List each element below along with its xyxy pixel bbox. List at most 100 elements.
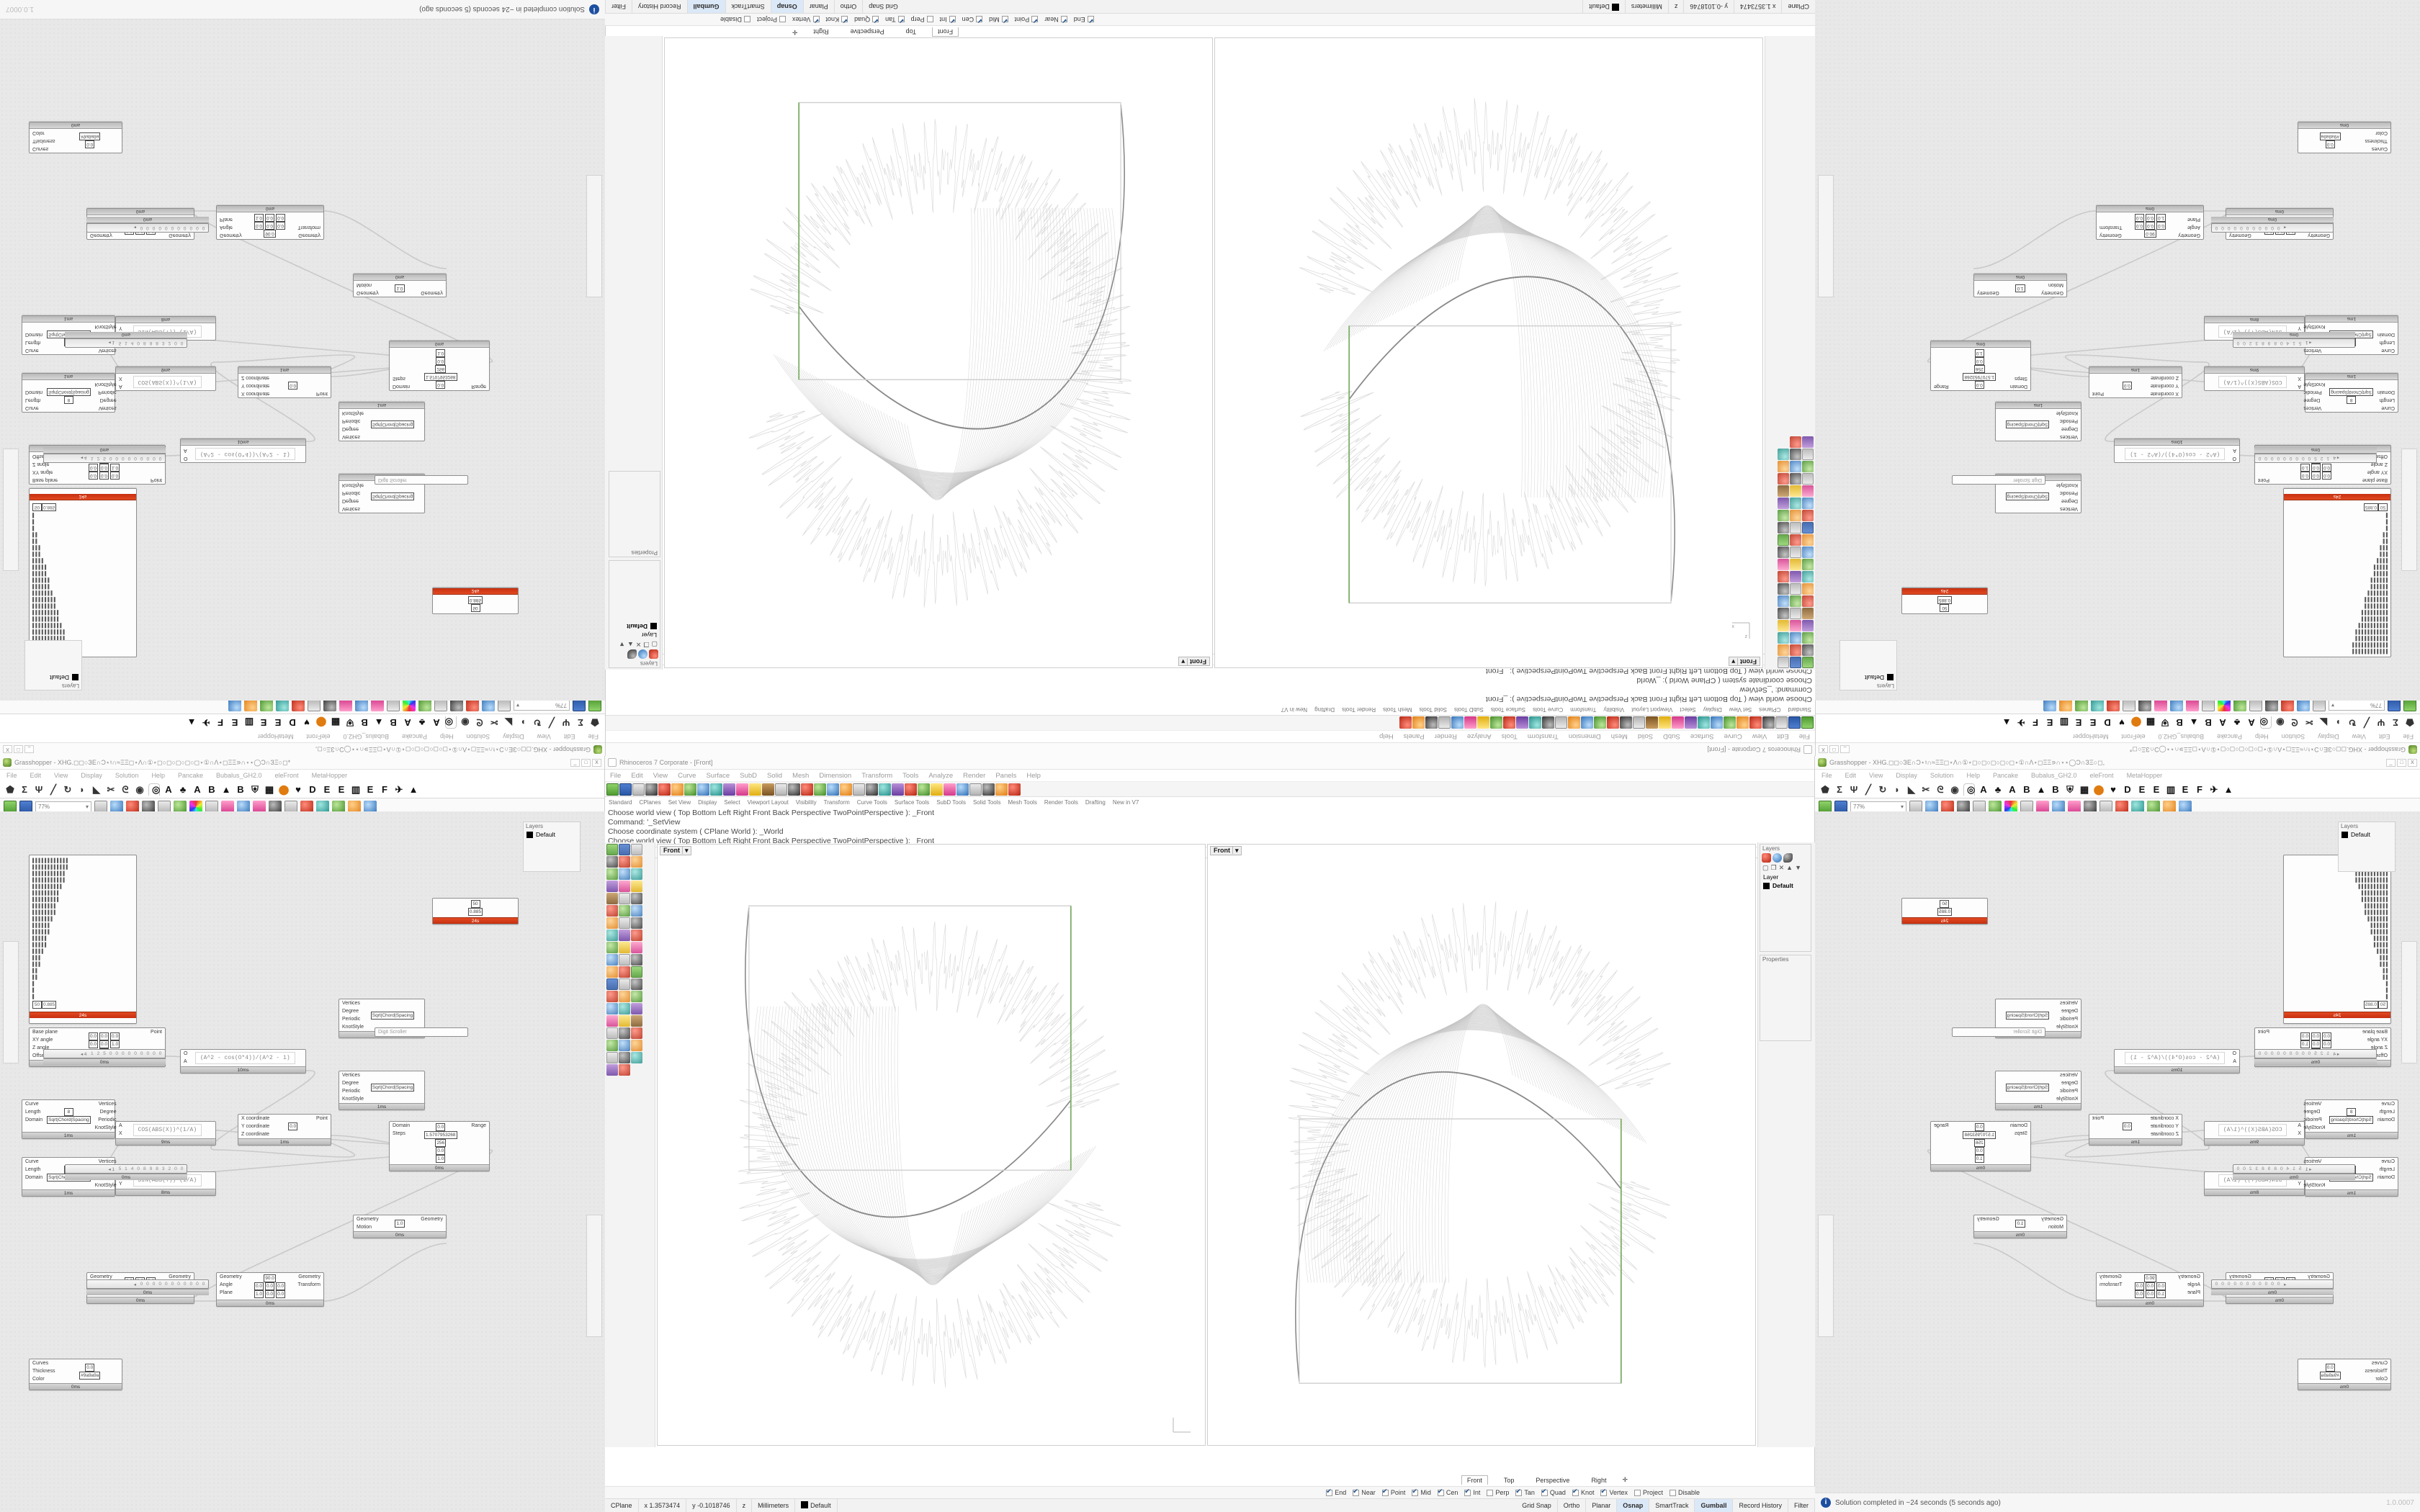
bake-icon[interactable]: [1941, 800, 1954, 814]
osnap-cen-checkbox[interactable]: [976, 16, 983, 23]
gh-component-construct-point-xyz[interactable]: X coordinate Y coordinate Z coordinate 0.0 P…: [2089, 366, 2182, 398]
rhino-tool-16-icon[interactable]: [814, 783, 826, 796]
gh-value-field[interactable]: 0.0: [88, 1032, 98, 1040]
gh-menu-solution[interactable]: Solution: [115, 772, 139, 779]
rhino-toolbar-row-4[interactable]: Standard CPlanes Set View Display Select View…: [605, 797, 1814, 808]
rhino-side-tool-38-icon[interactable]: [1778, 510, 1789, 521]
addon-heart-icon[interactable]: ♥: [304, 717, 310, 728]
osnap-int[interactable]: Int: [940, 16, 956, 23]
transform-icon[interactable]: ᘓ: [1937, 783, 1944, 795]
preview-icon[interactable]: [2297, 698, 2310, 712]
zoom-extents-icon[interactable]: [498, 698, 511, 712]
gh-menu-elefront[interactable]: eleFront: [274, 772, 299, 779]
addon-grid-icon[interactable]: ▦: [2079, 783, 2089, 795]
addon-grid-icon[interactable]: ▦: [264, 783, 274, 795]
transform-icon[interactable]: ᘓ: [476, 717, 483, 729]
viewport-tab-perspective[interactable]: Perspective: [1536, 1476, 1570, 1484]
statusbar-toggle-grid-snap[interactable]: Grid Snap: [1516, 1498, 1558, 1512]
gh-left-titlebar[interactable]: Grasshopper - XHG.◻◻○ЗЕ∩Ɔ⋆♮∩≈ΞΞ◻⋆Ʌ∩①⋆◻○◻…: [1816, 742, 2420, 756]
gh-canvas-layers-widget[interactable]: Layers Default: [24, 640, 82, 690]
addon-shield-icon[interactable]: ⛨: [251, 783, 259, 795]
rhino-tool-16-icon[interactable]: [1594, 716, 1606, 729]
rhino-side-tool-14-icon[interactable]: [1778, 608, 1789, 619]
addon-hatch-icon[interactable]: ▥: [2166, 783, 2176, 795]
gh-menu-metahopper[interactable]: MetaHopper: [311, 772, 348, 779]
rhino-tool-28-icon[interactable]: [1438, 716, 1451, 729]
gh-left-menubar[interactable]: File Edit View Display Solution Help Pancake Bu…: [1816, 731, 2420, 742]
widgets-icon[interactable]: [2218, 698, 2231, 712]
gh-value-field[interactable]: 0.0: [288, 382, 298, 390]
chevron-down-icon[interactable]: ▾: [1900, 804, 1904, 810]
gh-value-field[interactable]: 8: [2347, 396, 2357, 404]
gh-value-field[interactable]: 256: [435, 1139, 447, 1147]
rhino-tooltab-curve-tools[interactable]: Curve Tools: [1533, 706, 1564, 713]
rhino-menu-mesh[interactable]: Mesh: [1610, 732, 1628, 741]
gh-digit-scroller[interactable]: Digit Scroller: [1952, 475, 2045, 485]
rhino-side-tool-39-icon[interactable]: [606, 1003, 618, 1014]
gh-value-field[interactable]: 256: [1973, 365, 1985, 373]
rhino-side-tool-0-icon[interactable]: [606, 844, 618, 855]
shade-6-icon[interactable]: [348, 800, 361, 814]
layer-action-4-icon[interactable]: ▼: [619, 641, 625, 648]
rhino-menu-transform[interactable]: Transform: [861, 771, 893, 780]
gh-value-field[interactable]: #9a9a9a: [2319, 1371, 2341, 1380]
rhino-viewport-tabs-a[interactable]: Front Top Perspective Right ✛: [605, 26, 1815, 39]
addon-a-icon[interactable]: A: [165, 784, 172, 795]
shade-2-icon[interactable]: [2123, 698, 2136, 712]
gh-menu-pancake[interactable]: Pancake: [1992, 772, 2018, 779]
rhino-tool-7-icon[interactable]: [697, 783, 709, 796]
shade-4-icon[interactable]: [2091, 698, 2104, 712]
gh-value-field[interactable]: 1.0: [254, 1290, 264, 1298]
osnap-point-checkbox[interactable]: [1031, 16, 1039, 23]
shade-7-icon[interactable]: [364, 800, 377, 814]
gh-menu-help[interactable]: Help: [151, 772, 165, 779]
gh-expression[interactable]: (A^2 - cos(O*4))/(A^2 - 1): [194, 448, 295, 460]
rhino-side-tool-41-icon[interactable]: [631, 1003, 642, 1014]
gh-menu-view[interactable]: View: [537, 733, 551, 740]
rhino-side-tool-32-icon[interactable]: [1778, 534, 1789, 546]
maximize-icon-3[interactable]: □: [581, 758, 591, 767]
rhino-side-tool-5-icon[interactable]: [631, 856, 642, 868]
addon-tri-icon[interactable]: ▲: [408, 784, 418, 795]
gh-component-graph-mapper-panel[interactable]: ▌▌▌▌▌▌▌▌▌▌▌▌▌▌▌▌▌▌▌▌▌▌▌▌▌▌▌▌▌▌▌▌▌▌▌▌▌▌▌▌…: [29, 855, 137, 1024]
viewport-label-front-3[interactable]: Front ▾: [660, 846, 691, 855]
vector-icon[interactable]: ╱: [2364, 717, 2370, 729]
gh-value-field[interactable]: Sqrt|Chord|Spacing: [2005, 1011, 2050, 1020]
shade-6-icon[interactable]: [244, 698, 257, 712]
addon-e3-icon[interactable]: E: [2046, 717, 2053, 728]
viewport-label-front[interactable]: Front▾: [1729, 657, 1760, 666]
params-icon[interactable]: ⬟: [6, 783, 14, 795]
zoom-level-box[interactable]: 77% ▾: [1850, 801, 1906, 812]
statusbar-toggle-grid-snap[interactable]: Grid Snap: [862, 0, 904, 14]
osnap-knot-checkbox[interactable]: [1572, 1488, 1579, 1496]
gh-component-graph-mapper-panel[interactable]: 50 0.885 24s: [432, 588, 519, 614]
rhino-tool-29-icon[interactable]: [1425, 716, 1438, 729]
addon-heart-icon[interactable]: ♥: [2119, 717, 2125, 728]
rhino-titlebar[interactable]: Rhinoceros 7 Corporate - [Front]: [606, 742, 1815, 756]
addon-shield-icon[interactable]: ⛨: [2066, 783, 2074, 795]
gh-value-field[interactable]: 50: [1940, 604, 1950, 612]
gh-value-field[interactable]: 0.0: [254, 1282, 264, 1290]
layer-color-swatch[interactable]: [650, 623, 657, 630]
rhino-tool-6-icon[interactable]: [684, 783, 696, 796]
rhino-side-tool-45-icon[interactable]: [606, 1027, 618, 1039]
widgets-icon[interactable]: [2004, 800, 2017, 814]
gh-value-field[interactable]: 1.0: [110, 464, 120, 472]
rhino-side-tool-26-icon[interactable]: [1778, 559, 1789, 570]
gh-menu-elefront[interactable]: eleFront: [2089, 772, 2114, 779]
curve-icon[interactable]: ↻: [2348, 717, 2357, 729]
gh-menu-elefront[interactable]: eleFront: [306, 733, 331, 740]
statusbar-toggle-planar[interactable]: Planar: [1586, 1498, 1618, 1512]
statusbar-toggle-gumball[interactable]: Gumball: [1695, 1498, 1734, 1512]
gh-value-field[interactable]: 0.0: [2145, 222, 2155, 230]
gh-canvas-layer-row[interactable]: Default: [524, 830, 580, 839]
gh-value-field[interactable]: 0.0: [254, 222, 264, 230]
rhino-side-tool-1-icon[interactable]: [1790, 657, 1801, 668]
layer-color-swatch[interactable]: [1763, 882, 1770, 889]
viewport-tab-right[interactable]: Right: [1591, 1476, 1607, 1484]
osnap-mid[interactable]: Mid: [989, 16, 1008, 23]
help-icon[interactable]: [2154, 698, 2167, 712]
mesh-icon[interactable]: ◣: [505, 717, 512, 729]
gh-expression[interactable]: (A^2 - cos(O*4))/(A^2 - 1): [194, 1052, 295, 1064]
rhino-tool-10-icon[interactable]: [736, 783, 748, 796]
